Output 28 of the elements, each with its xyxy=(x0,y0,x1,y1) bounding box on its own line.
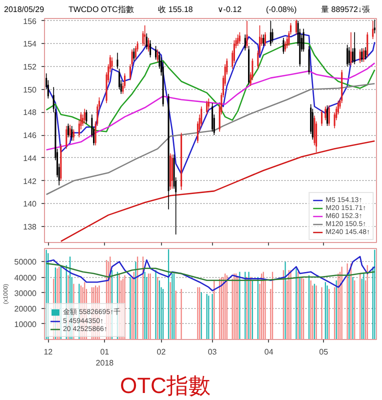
y-tick-label: 154 xyxy=(23,40,38,49)
x-tick-label: 05 xyxy=(319,348,329,356)
y-tick-label: 20000 xyxy=(14,304,38,314)
y-tick-label: 138 xyxy=(23,222,38,232)
y-tick-label: 140 xyxy=(23,200,38,209)
y-tick-label: 156 xyxy=(23,16,38,26)
text: TWCDO OTC指數 xyxy=(68,4,134,16)
y-tick-label: 142 xyxy=(23,176,38,186)
text: ∨-0.12 xyxy=(217,4,242,16)
y-tick-label: 30000 xyxy=(14,288,38,298)
y-tick-label: 40000 xyxy=(14,273,38,282)
x-tick-label: 01 2018 xyxy=(96,348,114,368)
text: (-0.08%) xyxy=(266,4,297,16)
text: 2018/05/29 xyxy=(4,4,44,16)
x-tick-label: 12 xyxy=(44,348,54,356)
y-tick-label: 150 xyxy=(23,85,38,94)
x-tick-label: 04 xyxy=(264,348,274,356)
y-tick-label: 144 xyxy=(23,154,38,163)
text: OTC指數 xyxy=(120,373,210,398)
y-tick-label: 50000 xyxy=(14,258,38,267)
y-tick-label: 152 xyxy=(23,62,38,72)
y-tick-label: 146 xyxy=(23,131,38,140)
x-tick-label: 02 xyxy=(156,348,166,356)
x-tick-label: 03 xyxy=(208,348,218,356)
y-tick-label: 10000 xyxy=(14,320,38,329)
y-tick-label: 148 xyxy=(23,108,38,118)
text: 量 889572↓張 xyxy=(321,4,370,16)
text: 收 155.18 xyxy=(158,4,193,16)
